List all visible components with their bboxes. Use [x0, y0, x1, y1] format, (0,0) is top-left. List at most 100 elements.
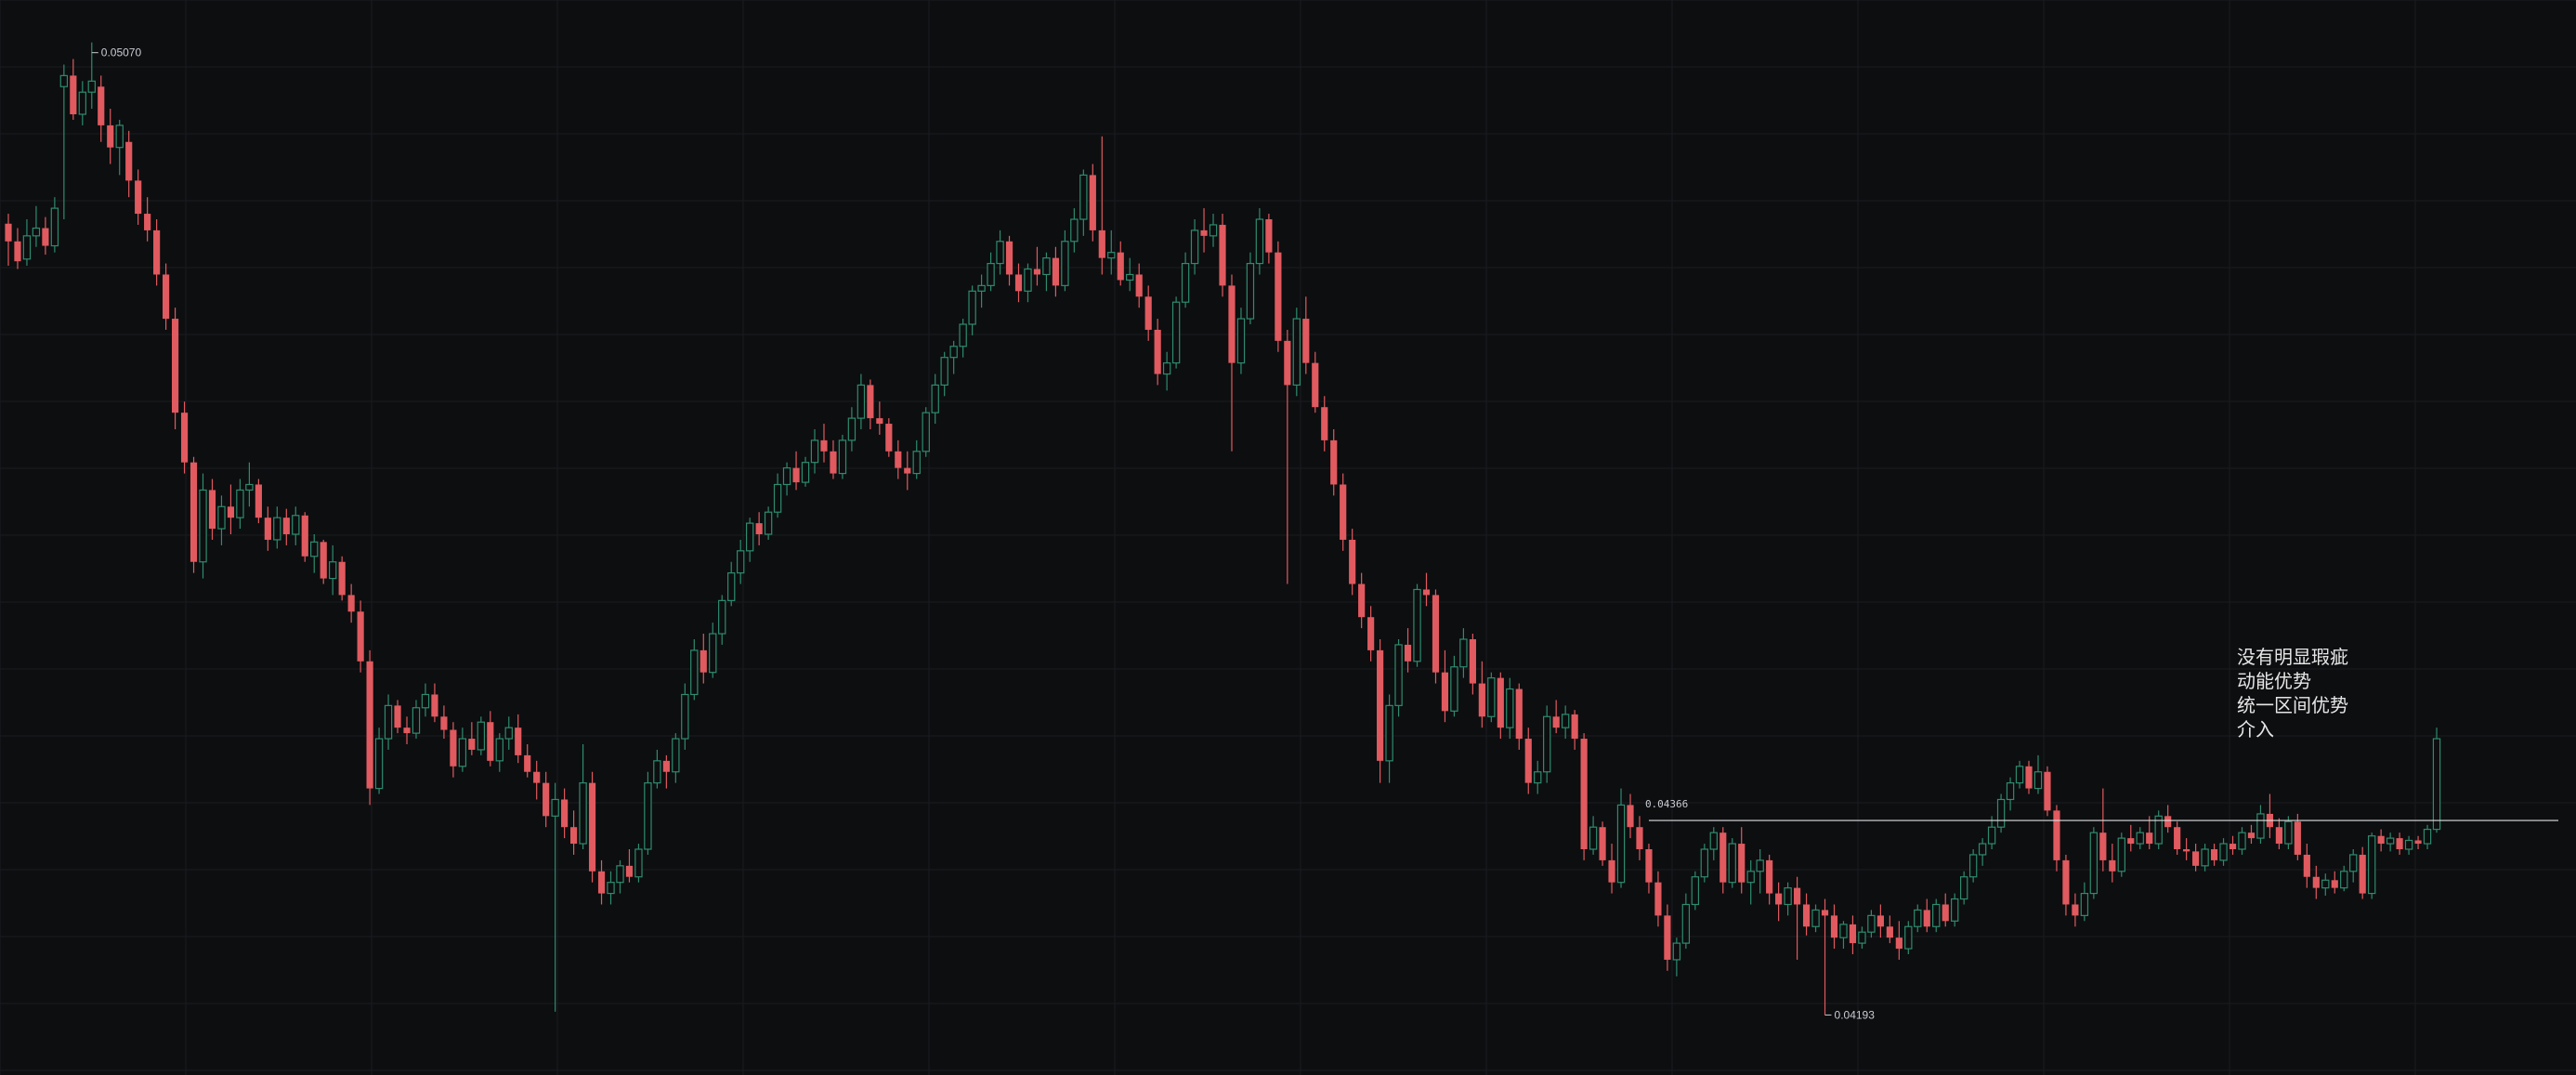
- candle-down[interactable]: [1312, 362, 1319, 408]
- candle-up[interactable]: [2349, 854, 2358, 872]
- candle-up[interactable]: [810, 439, 819, 464]
- candle-down[interactable]: [320, 542, 327, 579]
- candle-down[interactable]: [1144, 296, 1152, 330]
- candle-down[interactable]: [876, 418, 883, 425]
- candle-up[interactable]: [2340, 871, 2348, 889]
- candle-up[interactable]: [838, 439, 847, 475]
- candle-up[interactable]: [1255, 218, 1264, 265]
- candle-up[interactable]: [1181, 262, 1190, 303]
- candle-down[interactable]: [2359, 854, 2366, 894]
- candle-down[interactable]: [2247, 832, 2256, 839]
- candle-up[interactable]: [2219, 843, 2228, 861]
- candle-up[interactable]: [115, 125, 124, 149]
- candle-down[interactable]: [2294, 821, 2301, 855]
- candle-up[interactable]: [764, 511, 773, 535]
- candle-down[interactable]: [1033, 269, 1041, 275]
- candle-down[interactable]: [282, 518, 290, 534]
- candle-down[interactable]: [2072, 904, 2079, 916]
- candle-down[interactable]: [515, 728, 522, 755]
- candle-up[interactable]: [217, 505, 226, 530]
- candle-down[interactable]: [1135, 274, 1143, 297]
- candle-down[interactable]: [1738, 844, 1746, 883]
- candle-down[interactable]: [2396, 838, 2403, 849]
- candle-up[interactable]: [1413, 588, 1421, 662]
- candle-up[interactable]: [1459, 638, 1468, 668]
- candle-down[interactable]: [700, 649, 707, 673]
- candle-down[interactable]: [1275, 252, 1282, 341]
- candle-up[interactable]: [616, 865, 624, 884]
- candle-down[interactable]: [1627, 805, 1634, 828]
- candle-up[interactable]: [607, 882, 615, 895]
- candle-up[interactable]: [1784, 887, 1792, 906]
- candle-up[interactable]: [1672, 942, 1681, 961]
- candle-up[interactable]: [1700, 848, 1709, 878]
- candle-down[interactable]: [1098, 229, 1105, 258]
- candle-down[interactable]: [2303, 854, 2310, 877]
- candle-down[interactable]: [208, 490, 216, 530]
- candle-up[interactable]: [690, 649, 699, 696]
- candle-up[interactable]: [1746, 871, 1755, 884]
- candle-up[interactable]: [504, 727, 513, 740]
- candle-down[interactable]: [394, 705, 401, 728]
- candle-down[interactable]: [533, 771, 541, 783]
- candle-up[interactable]: [1561, 714, 1570, 728]
- candle-down[interactable]: [1876, 915, 1884, 927]
- candle-down[interactable]: [1014, 274, 1023, 292]
- candle-down[interactable]: [1849, 924, 1857, 944]
- candle-down[interactable]: [347, 595, 355, 612]
- candle-up[interactable]: [22, 235, 32, 260]
- candle-down[interactable]: [180, 413, 189, 463]
- candle-up[interactable]: [374, 738, 384, 790]
- candle-up[interactable]: [1126, 273, 1134, 282]
- candle-up[interactable]: [2367, 835, 2376, 895]
- candle-down[interactable]: [190, 462, 198, 562]
- candle-down[interactable]: [755, 523, 763, 534]
- candle-down[interactable]: [830, 451, 837, 474]
- candle-down[interactable]: [2312, 876, 2320, 888]
- candle-down[interactable]: [1599, 827, 1606, 860]
- candle-up[interactable]: [2256, 813, 2265, 839]
- candle-down[interactable]: [153, 229, 161, 275]
- candle-down[interactable]: [2127, 838, 2135, 845]
- candle-up[interactable]: [1978, 843, 1987, 856]
- candle-up[interactable]: [931, 384, 939, 413]
- candle-up[interactable]: [2432, 738, 2441, 831]
- candle-up[interactable]: [310, 541, 319, 557]
- candle-down[interactable]: [1200, 229, 1208, 236]
- candle-down[interactable]: [14, 241, 21, 262]
- candle-up[interactable]: [709, 633, 717, 674]
- candle-up[interactable]: [672, 738, 680, 773]
- candle-up[interactable]: [634, 848, 643, 878]
- candle-up[interactable]: [412, 707, 421, 734]
- candle-down[interactable]: [588, 782, 596, 872]
- candle-down[interactable]: [264, 518, 271, 540]
- candle-up[interactable]: [1756, 859, 1764, 872]
- candle-up[interactable]: [1681, 903, 1691, 944]
- candle-down[interactable]: [2044, 771, 2051, 811]
- candle-up[interactable]: [1951, 898, 1959, 922]
- candle-down[interactable]: [42, 228, 49, 246]
- candle-down[interactable]: [1571, 714, 1578, 740]
- candle-up[interactable]: [2006, 782, 2015, 801]
- candle-down[interactable]: [2377, 835, 2385, 845]
- candle-down[interactable]: [2229, 844, 2237, 849]
- candle-down[interactable]: [5, 223, 12, 242]
- candle-down[interactable]: [98, 86, 105, 125]
- candle-down[interactable]: [1422, 589, 1431, 596]
- candle-down[interactable]: [125, 141, 133, 181]
- candle-down[interactable]: [561, 799, 569, 828]
- candle-down[interactable]: [163, 274, 170, 320]
- candle-down[interactable]: [792, 467, 800, 483]
- candle-down[interactable]: [2164, 816, 2172, 828]
- candle-up[interactable]: [1959, 876, 1968, 900]
- candle-up[interactable]: [856, 384, 866, 419]
- candle-up[interactable]: [1292, 318, 1301, 387]
- candle-up[interactable]: [922, 412, 930, 452]
- candle-down[interactable]: [144, 214, 151, 230]
- candle-down[interactable]: [1766, 859, 1773, 894]
- candle-up[interactable]: [1236, 318, 1246, 364]
- candle-down[interactable]: [1052, 257, 1060, 286]
- candle-up[interactable]: [1070, 218, 1079, 243]
- candle-down[interactable]: [440, 716, 448, 730]
- candle-up[interactable]: [87, 80, 96, 93]
